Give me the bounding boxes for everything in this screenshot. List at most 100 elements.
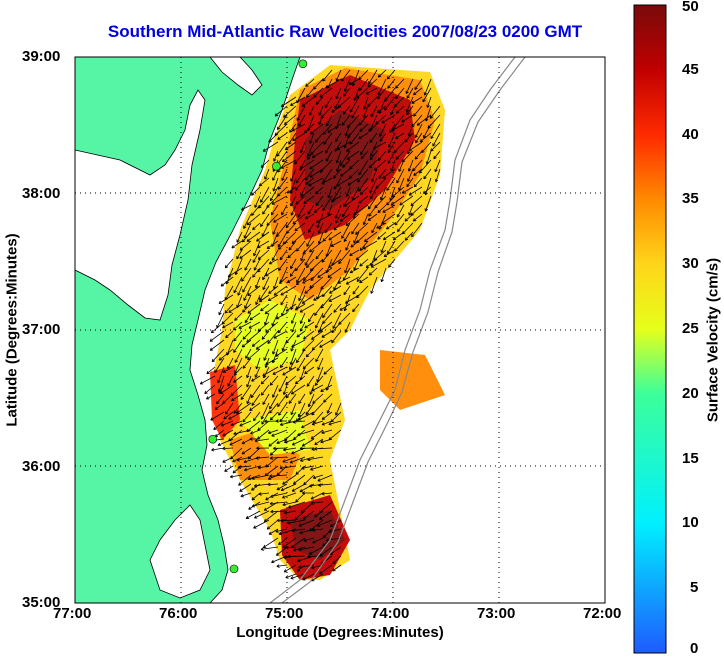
colorbar-tick-label: 20 <box>682 384 699 402</box>
velocity-arrow <box>319 510 333 520</box>
velocity-arrow <box>227 375 234 387</box>
velocity-arrow <box>282 474 297 485</box>
velocity-arrow <box>368 123 378 132</box>
velocity-arrow <box>231 240 243 249</box>
velocity-arrow <box>379 123 387 138</box>
velocity-arrow <box>257 240 270 249</box>
velocity-arrow <box>307 222 315 233</box>
colorbar-tick-label: 40 <box>682 125 699 143</box>
velocity-arrow <box>367 195 378 210</box>
velocity-arrow <box>343 285 351 296</box>
velocity-arrow <box>332 555 342 565</box>
velocity-arrow <box>294 222 306 232</box>
depth-contour <box>281 57 526 603</box>
velocity-arrow <box>231 393 243 402</box>
velocity-arrow <box>243 222 252 239</box>
velocity-arrow <box>311 150 324 159</box>
velocity-arrow <box>398 177 405 191</box>
velocity-arrow <box>349 159 360 170</box>
velocity-arrow <box>321 429 333 435</box>
velocity-arrow <box>269 402 279 414</box>
velocity-arrow <box>323 132 333 145</box>
velocity-arrow <box>406 87 414 99</box>
velocity-arrow <box>251 492 261 501</box>
velocity-arrow <box>255 339 270 350</box>
velocity-arrow <box>407 159 414 172</box>
velocity-arrow <box>340 69 351 82</box>
velocity-arrow <box>282 501 297 507</box>
velocity-arrow <box>344 123 351 137</box>
velocity-arrow <box>309 168 324 178</box>
velocity-arrow <box>398 159 405 172</box>
velocity-arrow <box>414 78 423 90</box>
velocity-arrow <box>228 411 243 420</box>
velocity-arrow <box>359 258 369 267</box>
velocity-arrow <box>280 285 297 296</box>
velocity-arrow <box>263 348 270 361</box>
velocity-arrow <box>359 276 369 284</box>
velocity-arrow <box>294 150 306 165</box>
velocity-arrow <box>399 195 414 206</box>
velocity-arrow <box>351 222 360 235</box>
velocity-arrow <box>299 528 315 535</box>
velocity-arrow <box>262 204 270 215</box>
velocity-arrow <box>280 518 297 523</box>
velocity-arrow <box>271 384 279 398</box>
velocity-arrow <box>246 213 261 226</box>
velocity-arrow <box>306 87 315 98</box>
velocity-arrow <box>367 78 378 88</box>
y-tick-label: 39:00 <box>22 48 61 65</box>
velocity-arrow <box>320 438 333 444</box>
velocity-arrow <box>342 87 351 97</box>
velocity-arrow <box>213 420 225 431</box>
velocity-arrow <box>341 222 351 239</box>
velocity-arrow <box>310 429 324 440</box>
x-tick-label: 73:00 <box>477 605 516 622</box>
velocity-arrow <box>266 240 279 250</box>
velocity-arrow <box>352 285 360 295</box>
velocity-arrow <box>386 240 396 255</box>
velocity-arrow <box>335 69 342 82</box>
velocity-arrow <box>314 132 324 143</box>
velocity-arrow <box>297 429 315 437</box>
velocity-arrow <box>382 231 396 241</box>
velocity-arrow <box>345 276 360 285</box>
velocity-arrow <box>240 384 252 400</box>
y-tick-label: 36:00 <box>22 457 61 475</box>
velocity-arrow <box>363 96 369 110</box>
velocity-arrow <box>222 446 234 451</box>
velocity-arrow <box>232 456 243 463</box>
x-tick-label: 77:00 <box>53 605 92 622</box>
velocity-arrow <box>422 87 432 103</box>
velocity-arrow <box>298 159 315 171</box>
velocity-arrow <box>327 123 342 133</box>
velocity-arrow <box>317 222 324 234</box>
velocity-arrow <box>423 168 432 180</box>
velocity-arrow <box>273 150 279 162</box>
velocity-arrow <box>250 384 261 399</box>
velocity-arrow <box>228 303 243 313</box>
y-axis-label: Latitude (Degrees:Minutes) <box>3 233 21 427</box>
velocity-arrow <box>394 213 405 226</box>
x-tick-label: 72:00 <box>583 605 622 622</box>
velocity-arrow <box>287 554 306 559</box>
velocity-arrow <box>346 150 360 161</box>
velocity-arrow <box>214 357 225 373</box>
velocity-arrow <box>233 339 243 353</box>
velocity-arrow <box>264 168 270 180</box>
velocity-arrow <box>289 456 306 464</box>
velocity-arrow <box>307 554 324 559</box>
velocity-arrow <box>267 429 279 435</box>
velocity-arrow <box>411 96 423 104</box>
velocity-arrow <box>243 213 252 229</box>
pamlico-sound <box>149 504 211 599</box>
velocity-arrow <box>258 177 270 187</box>
velocity-arrow <box>285 303 297 312</box>
velocity-arrow <box>308 177 324 187</box>
velocity-arrow <box>347 177 360 186</box>
grid-lines <box>75 57 605 603</box>
velocity-arrow <box>296 330 306 338</box>
velocity-arrow <box>386 69 396 80</box>
velocity-arrow <box>295 177 306 191</box>
velocity-arrow <box>321 411 333 420</box>
